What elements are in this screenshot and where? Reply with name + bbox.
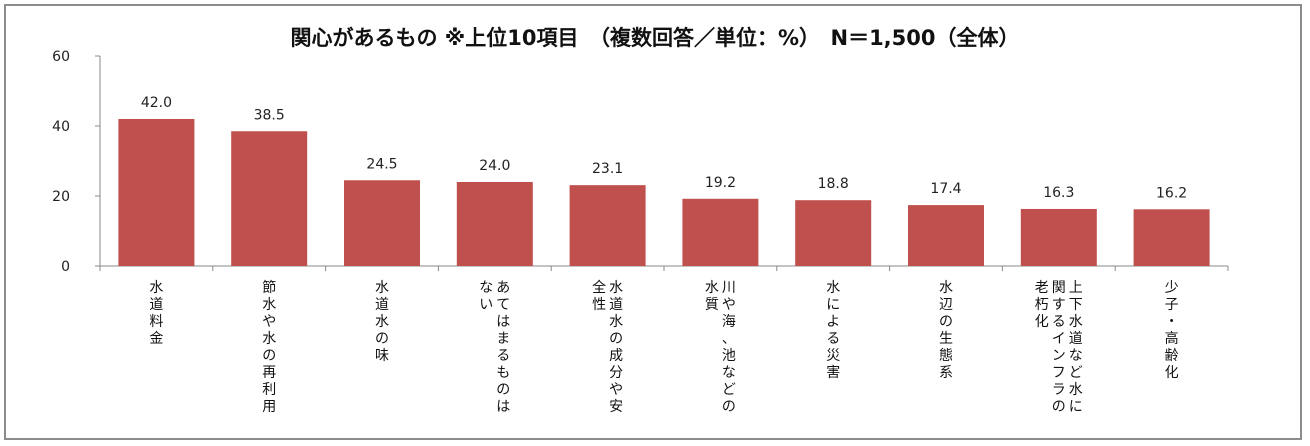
bar (456, 182, 533, 266)
data-label: 16.2 (1156, 185, 1187, 201)
category-label-line: 節水や水の再利用 (262, 279, 276, 415)
category-label-line: 上下水道など水に (1069, 280, 1083, 415)
category-label-line: 全性 (592, 279, 606, 313)
data-label: 16.3 (1043, 185, 1074, 201)
bar (231, 131, 308, 266)
data-label: 17.4 (930, 181, 961, 197)
category-label-line: 関するインフラの (1052, 280, 1066, 415)
bar (1133, 209, 1210, 266)
category-label: 水辺の生態系 (939, 280, 953, 381)
category-label-line: 水質 (705, 280, 719, 313)
category-label: 節水や水の再利用 (262, 279, 276, 415)
category-label-line: 少子・高齢化 (1165, 280, 1179, 381)
chart-title: 関心があるもの ※上位10項目 （複数回答／単位：%） N＝1,500（全体） (290, 26, 1020, 50)
category-label: 少子・高齢化 (1165, 280, 1179, 381)
category-label-line: 水道水の成分や安 (609, 280, 623, 415)
bar (344, 180, 420, 266)
category-label-line: 水辺の生態系 (939, 280, 953, 381)
category-label: 水による災害 (826, 280, 840, 381)
category-label-line: 川や海、池などの (722, 280, 736, 415)
category-label-line: 水による災害 (826, 280, 840, 381)
category-label-line: 水道水の味 (375, 280, 389, 364)
data-label: 18.8 (818, 176, 849, 192)
category-label: 水道料金 (149, 280, 163, 347)
bar (908, 205, 984, 266)
bar (795, 200, 872, 266)
data-label: 24.5 (366, 156, 397, 172)
category-label-line: ない (479, 280, 493, 313)
data-label: 24.0 (479, 158, 510, 174)
bar (569, 185, 646, 266)
category-label-line: 水道料金 (149, 280, 163, 347)
bar (682, 198, 759, 266)
y-tick-label: 40 (52, 119, 70, 135)
data-label: 42.0 (141, 95, 172, 111)
category-label-line: あてはまるものは (496, 280, 510, 415)
category-label-line: 老朽化 (1035, 280, 1049, 330)
data-label: 19.2 (705, 175, 736, 191)
y-tick-label: 60 (52, 49, 70, 65)
bar (1020, 208, 1097, 266)
data-label: 38.5 (254, 107, 285, 123)
y-tick-label: 20 (52, 189, 70, 205)
bar (118, 119, 195, 266)
data-label: 23.1 (592, 161, 623, 177)
category-label: 水道水の味 (375, 280, 389, 364)
y-tick-label: 0 (61, 259, 70, 275)
